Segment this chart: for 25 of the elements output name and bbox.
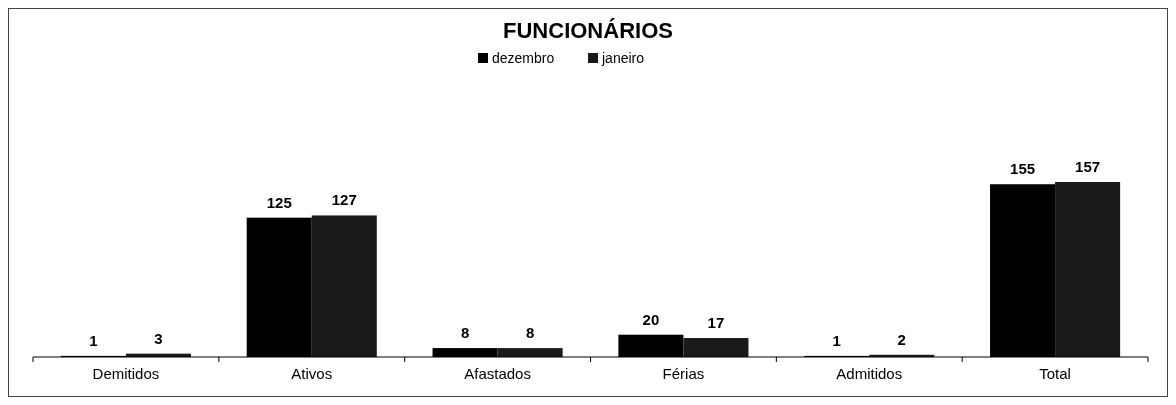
chart-title: FUNCIONÁRIOS	[503, 18, 673, 43]
x-tick-label: Férias	[662, 365, 705, 382]
legend-label: janeiro	[601, 50, 645, 66]
x-tick-label: Total	[1039, 365, 1071, 382]
data-label: 8	[460, 324, 470, 342]
data-label: 157	[1075, 158, 1101, 175]
data-label: 3	[154, 329, 163, 347]
data-label: 2	[897, 330, 906, 348]
x-tick-label: Demitidos	[92, 365, 160, 382]
data-label: 155	[1010, 160, 1036, 178]
data-label: 1	[832, 331, 841, 349]
data-label: 125	[266, 193, 292, 211]
data-label: 20	[642, 310, 660, 328]
x-tick-label: Admitidos	[836, 365, 903, 382]
data-label: 8	[525, 324, 535, 342]
legend-label: dezembro	[492, 50, 555, 66]
bar	[497, 348, 563, 357]
data-label: 127	[331, 191, 357, 209]
bar	[683, 338, 749, 357]
bar	[1055, 182, 1121, 357]
bar	[311, 215, 377, 357]
x-tick-label: Ativos	[291, 365, 333, 382]
data-label: 17	[707, 314, 725, 332]
data-label: 1	[89, 331, 98, 349]
x-tick-label: Afastados	[464, 365, 531, 382]
